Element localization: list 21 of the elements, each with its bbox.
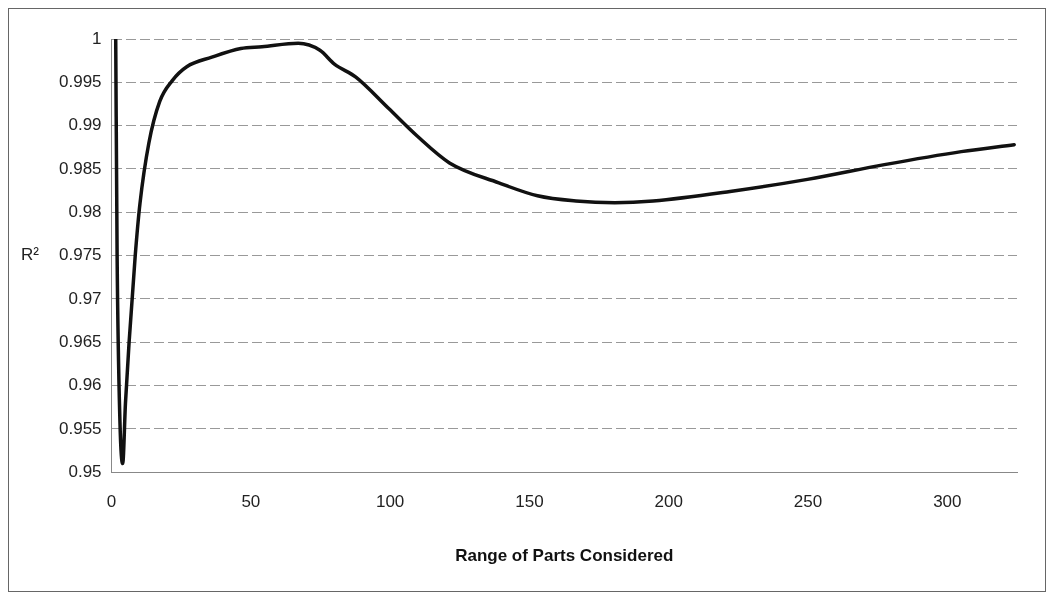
x-tick-label: 50: [241, 492, 261, 512]
y-tick-label: 0.98: [68, 201, 102, 221]
y-tick-label: 0.955: [58, 418, 102, 438]
x-tick-label: 100: [375, 492, 405, 512]
y-axis-title: R²: [21, 245, 40, 265]
line-series: [113, 39, 1016, 466]
y-tick-label: 1: [92, 28, 102, 48]
y-tick-label: 0.985: [58, 158, 102, 178]
x-tick-label: 300: [933, 492, 962, 512]
y-tick-label: 0.96: [68, 375, 102, 395]
x-tick-label: 150: [515, 492, 544, 512]
y-tick-label: 0.95: [68, 461, 102, 481]
y-tick-label: 0.975: [58, 245, 102, 265]
x-axis-title: Range of Parts Considered: [455, 546, 674, 566]
x-tick-label: 0: [106, 492, 117, 512]
x-tick-label: 200: [654, 492, 683, 512]
x-tick-label: 250: [793, 492, 823, 512]
y-tick-label: 0.995: [58, 72, 102, 92]
y-tick-label: 0.97: [68, 288, 102, 308]
y-tick-label: 0.965: [58, 331, 102, 351]
y-tick-label: 0.99: [68, 115, 102, 135]
